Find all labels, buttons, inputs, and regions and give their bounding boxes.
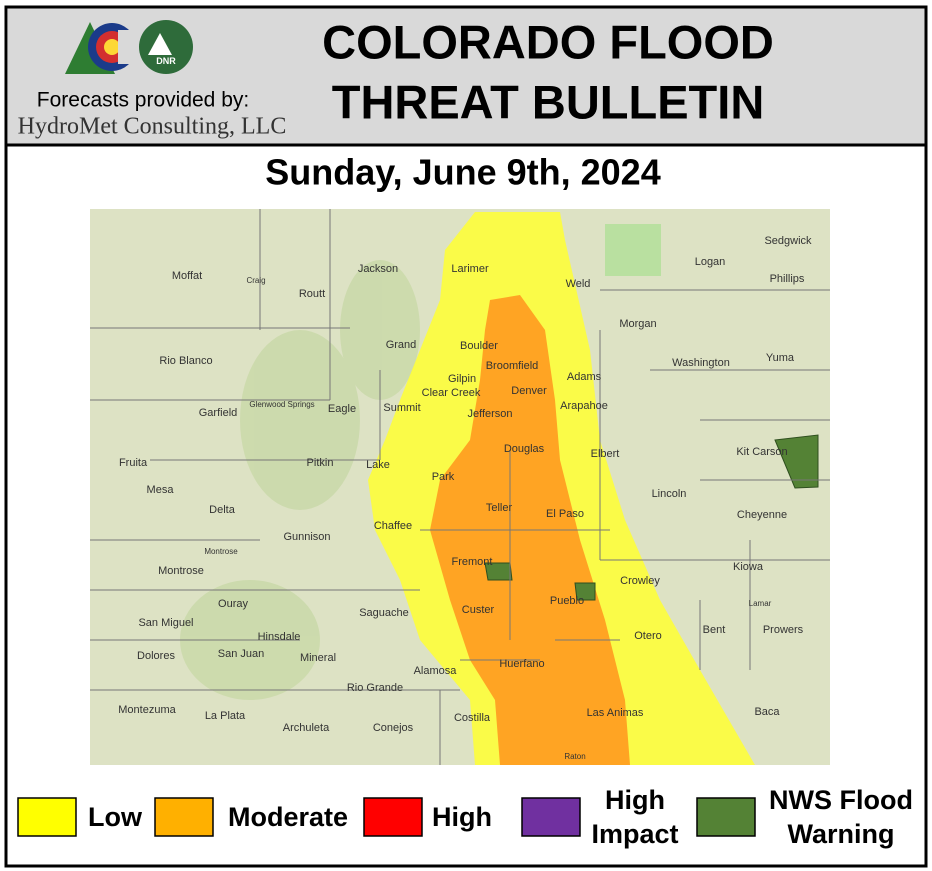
legend-label: High [432, 802, 492, 832]
county-label: Prowers [763, 624, 804, 636]
county-label: Weld [566, 278, 591, 290]
county-label: Garfield [199, 407, 238, 419]
county-label: Pueblo [550, 595, 584, 607]
county-label: Lake [366, 459, 390, 471]
grassland [605, 224, 661, 276]
county-label: Archuleta [283, 722, 330, 734]
county-label: San Miguel [138, 617, 193, 629]
bulletin-date: Sunday, June 9th, 2024 [265, 152, 660, 193]
county-label: San Juan [218, 648, 264, 660]
county-label: Washington [672, 357, 730, 369]
county-label: Gilpin [448, 373, 476, 385]
logo-text: DNR [156, 56, 176, 66]
county-label: Montrose [204, 547, 238, 556]
county-label: Montrose [158, 565, 204, 577]
county-label: Summit [383, 402, 420, 414]
county-label: Teller [486, 502, 513, 514]
county-label: Bent [703, 624, 726, 636]
county-label: Kit Carson [736, 446, 787, 458]
county-label: Eagle [328, 403, 356, 415]
county-label: Rio Grande [347, 682, 403, 694]
county-label: Arapahoe [560, 400, 608, 412]
county-label: Cheyenne [737, 509, 787, 521]
county-label: Otero [634, 630, 662, 642]
flood-warnings [484, 434, 819, 601]
county-label: Douglas [504, 443, 545, 455]
county-label: Chaffee [374, 520, 412, 532]
title-line: COLORADO FLOOD [322, 15, 774, 68]
county-label: Logan [695, 256, 726, 268]
county-label: Dolores [137, 650, 175, 662]
county-label: Jackson [358, 263, 398, 275]
county-label: Morgan [619, 318, 656, 330]
county-label: Kiowa [733, 561, 764, 573]
legend-swatch [17, 797, 77, 837]
county-label: Hinsdale [258, 631, 301, 643]
county-label: Fruita [119, 457, 148, 469]
county-label: Elbert [591, 448, 620, 460]
county-label: Broomfield [486, 360, 539, 372]
legend: Low Moderate High High Impact NWS Flood Warnin… [17, 785, 913, 849]
county-label: Sedgwick [764, 235, 812, 247]
county-label: Lamar [749, 599, 772, 608]
county-label: La Plata [205, 710, 246, 722]
county-label: Grand [386, 339, 417, 351]
legend-label: NWS Flood [769, 785, 913, 815]
county-label: Ouray [218, 598, 248, 610]
legend-label: Impact [591, 819, 678, 849]
legend-swatch [696, 797, 756, 837]
title-line: THREAT BULLETIN [332, 75, 765, 128]
county-label: Saguache [359, 607, 409, 619]
county-label: Gunnison [283, 531, 330, 543]
county-label: Jefferson [467, 408, 512, 420]
county-label: Clear Creek [422, 387, 481, 399]
county-label: Montezuma [118, 704, 176, 716]
county-label: Conejos [373, 722, 414, 734]
legend-swatch [363, 797, 423, 837]
dnr-logo: DNR [139, 20, 193, 74]
legend-label: Warning [788, 819, 895, 849]
provider-name: HydroMet Consulting, LLC [18, 114, 287, 140]
county-labels: Moffat Craig Jackson Larimer Weld Logan Sedgwi… [118, 235, 812, 761]
county-label: Las Animas [587, 707, 644, 719]
provider-label: Forecasts provided by: [37, 89, 249, 112]
county-label: Moffat [172, 270, 202, 282]
county-label: Crowley [620, 575, 660, 587]
colorado-logo [65, 22, 138, 74]
county-label: Phillips [770, 273, 805, 285]
legend-swatch [154, 797, 214, 837]
county-label: Yuma [766, 352, 795, 364]
legend-label: Moderate [228, 802, 348, 832]
map: Moffat Craig Jackson Larimer Weld Logan Sedgwi… [90, 209, 830, 765]
legend-label: Low [88, 802, 143, 832]
county-label: Adams [567, 371, 602, 383]
county-label: Rio Blanco [159, 355, 212, 367]
county-label: Mineral [300, 652, 336, 664]
county-lines [90, 209, 830, 765]
county-label: Fremont [452, 556, 493, 568]
county-label: Alamosa [414, 665, 458, 677]
county-label: Glenwood Springs [249, 400, 314, 409]
county-label: Larimer [451, 263, 489, 275]
county-label: Park [432, 471, 455, 483]
county-label: Craig [246, 276, 265, 285]
county-label: Costilla [454, 712, 491, 724]
legend-label: High [605, 785, 665, 815]
legend-swatch [521, 797, 581, 837]
county-label: Pitkin [307, 457, 334, 469]
frame [4, 5, 928, 868]
county-label: El Paso [546, 508, 584, 520]
county-label: Denver [511, 385, 547, 397]
county-label: Raton [564, 752, 585, 761]
county-label: Delta [209, 504, 236, 516]
county-label: Huerfano [499, 658, 544, 670]
county-label: Lincoln [652, 488, 687, 500]
county-label: Mesa [147, 484, 175, 496]
county-label: Routt [299, 288, 325, 300]
county-label: Baca [754, 706, 780, 718]
county-label: Boulder [460, 340, 498, 352]
county-label: Custer [462, 604, 495, 616]
